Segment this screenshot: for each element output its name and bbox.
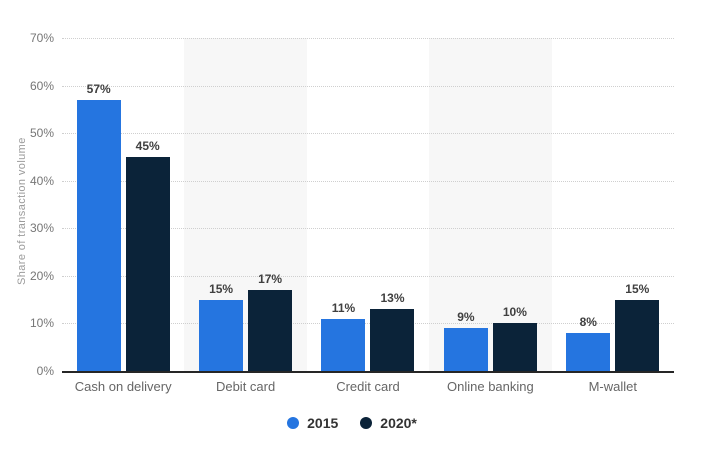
bar-value-label: 10% <box>502 305 527 320</box>
plot-area: 57% 45% 15% 17% 11% 13% 9% 10% 8% 15% <box>62 38 674 373</box>
bar-2020[interactable]: 17% <box>248 272 293 371</box>
category-label: Cash on delivery <box>74 379 172 394</box>
legend-item[interactable]: 2015 <box>287 415 338 431</box>
bar-group: 11% 13% <box>307 291 429 371</box>
bar-2020[interactable]: 45% <box>125 139 170 371</box>
grid-line <box>62 85 674 87</box>
legend-item[interactable]: 2020* <box>360 415 417 431</box>
bar-value-label: 45% <box>135 138 160 153</box>
legend: 2015 2020* <box>0 415 704 431</box>
bar-2015[interactable]: 11% <box>321 301 366 371</box>
grid-line <box>62 38 674 39</box>
y-tick-label: 50% <box>29 126 54 141</box>
bar-2015[interactable]: 9% <box>443 310 488 371</box>
bar-2015[interactable]: 15% <box>199 282 244 371</box>
y-tick-label: 60% <box>29 78 54 93</box>
y-tick-label: 70% <box>29 31 54 45</box>
bar-value-label: 17% <box>258 272 283 287</box>
category-label: M-wallet <box>588 379 637 394</box>
legend-label: 2020* <box>380 415 417 431</box>
bar-value-label: 9% <box>457 310 475 325</box>
grid-line <box>62 228 674 230</box>
legend-marker-icon <box>287 417 300 429</box>
bar-2015[interactable]: 8% <box>566 315 611 371</box>
y-axis-tick-labels: 0% 10% 20% 30% 40% 50% 60% 70% <box>0 31 54 378</box>
bar-2020[interactable]: 13% <box>370 291 415 371</box>
category-label: Credit card <box>336 379 400 394</box>
bar-value-label: 13% <box>380 291 405 306</box>
grid-line <box>62 133 674 135</box>
category-label: Online banking <box>447 379 534 394</box>
bar-group: 8% 15% <box>552 282 674 371</box>
y-tick-label: 20% <box>29 268 54 283</box>
grid-line <box>62 180 674 182</box>
bar-2020[interactable]: 15% <box>615 282 660 371</box>
legend-label: 2015 <box>307 415 339 431</box>
grid-line <box>62 275 674 277</box>
bar-group: 57% 45% <box>62 82 184 371</box>
x-axis-category-labels: Cash on delivery Debit card Credit card Onl… <box>62 379 674 397</box>
bar-value-label: 15% <box>625 281 650 296</box>
grid-line <box>62 323 674 325</box>
category-label: Debit card <box>215 379 276 394</box>
y-tick-label: 30% <box>29 221 54 236</box>
bar-2020[interactable]: 10% <box>492 305 537 371</box>
bar-value-label: 15% <box>209 281 234 296</box>
bar-value-label: 8% <box>579 314 597 329</box>
bar-group: 9% 10% <box>429 305 551 371</box>
bar-2015[interactable]: 57% <box>76 82 121 371</box>
y-tick-label: 40% <box>29 173 54 188</box>
bar-value-label: 57% <box>86 81 111 96</box>
category-band <box>429 38 552 371</box>
y-tick-label: 10% <box>29 316 54 331</box>
y-tick-label: 0% <box>36 364 54 378</box>
bar-group: 15% 17% <box>184 272 306 371</box>
legend-marker-icon <box>360 417 373 429</box>
bar-value-label: 11% <box>331 300 356 315</box>
